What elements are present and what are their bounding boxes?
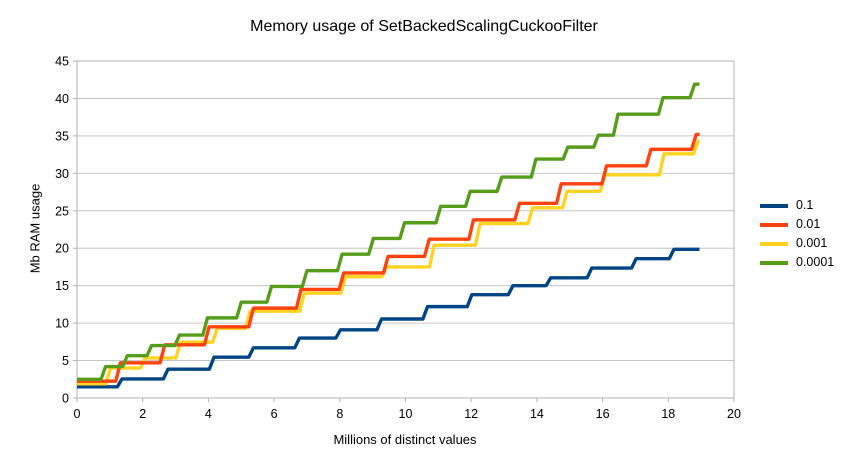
legend-item: 0.01: [760, 215, 834, 234]
x-tick-label: 6: [271, 407, 278, 421]
plot-border: [76, 60, 735, 399]
x-tick-label: 20: [727, 407, 741, 421]
legend-label: 0.1: [796, 198, 814, 212]
x-tick-label: 14: [530, 407, 544, 421]
x-tick-label: 18: [661, 407, 675, 421]
legend-item: 0.0001: [760, 253, 834, 272]
y-tick-label: 10: [55, 317, 69, 331]
legend: 0.1 0.01 0.001 0.0001: [760, 196, 834, 272]
y-tick-label: 5: [62, 354, 69, 368]
chart-title: Memory usage of SetBackedScalingCuckooFi…: [250, 18, 598, 35]
x-tick-label: 10: [399, 407, 413, 421]
x-tick-label: 12: [464, 407, 478, 421]
series-line-0.001: [77, 139, 700, 386]
legend-item: 0.001: [760, 234, 834, 253]
legend-label: 0.01: [796, 217, 821, 231]
legend-label: 0.0001: [796, 255, 835, 269]
y-tick-label: 15: [55, 279, 69, 293]
x-tick-label: 0: [74, 407, 81, 421]
y-tick-label: 35: [55, 129, 69, 143]
x-tick-label: 8: [336, 407, 343, 421]
y-tick-label: 40: [55, 92, 69, 106]
legend-swatch: [760, 222, 788, 227]
y-tick-label: 25: [55, 204, 69, 218]
x-tick-label: 16: [596, 407, 610, 421]
y-tick-label: 45: [55, 55, 69, 69]
legend-item: 0.1: [760, 196, 834, 215]
legend-swatch: [760, 241, 788, 246]
x-tick-label: 4: [205, 407, 212, 421]
legend-swatch: [760, 203, 788, 208]
y-tick-label: 20: [55, 242, 69, 256]
y-tick-label: 0: [62, 392, 69, 406]
legend-label: 0.001: [796, 236, 828, 250]
series-line-0.01: [77, 132, 700, 383]
series-line-0.1: [77, 247, 700, 389]
y-tick-label: 30: [55, 167, 69, 181]
x-tick-label: 2: [139, 407, 146, 421]
x-axis-title: Millions of distinct values: [333, 432, 477, 447]
y-axis-title: Mb RAM usage: [27, 183, 43, 274]
series-line-0.0001: [77, 82, 700, 381]
legend-swatch: [760, 260, 788, 265]
